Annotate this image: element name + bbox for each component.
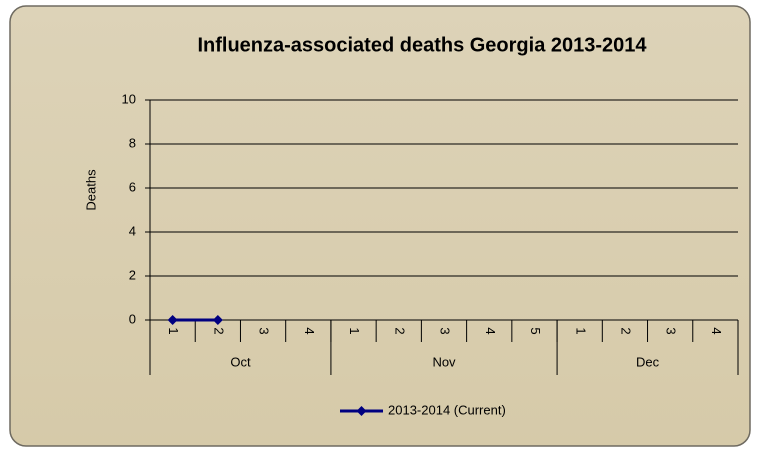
x-tick-label: 1 [573,327,588,334]
y-axis-label: Deaths [83,169,98,211]
series-marker [167,315,178,325]
y-tick-label: 0 [129,311,136,326]
y-tick-label: 6 [129,179,136,194]
y-tick-label: 2 [129,267,136,282]
x-tick-label: 1 [166,327,181,334]
legend-label: 2013-2014 (Current) [388,402,506,417]
y-tick-label: 4 [129,223,136,238]
y-tick-label: 8 [129,135,136,150]
x-tick-label: 3 [664,327,679,334]
group-label: Nov [432,354,456,369]
chart-title: Influenza-associated deaths Georgia 2013… [197,34,647,56]
series-marker [212,315,223,325]
x-tick-label: 4 [709,327,724,334]
x-tick-label: 4 [302,327,317,334]
group-label: Dec [636,354,660,369]
chart-frame [9,5,751,447]
y-tick-label: 10 [122,91,136,106]
x-tick-label: 1 [347,327,362,334]
x-tick-label: 5 [528,327,543,334]
x-tick-label: 3 [257,327,272,334]
x-tick-label: 2 [392,327,407,334]
x-tick-label: 2 [618,327,633,334]
x-tick-label: 4 [483,327,498,334]
group-label: Oct [230,354,251,369]
x-tick-label: 3 [438,327,453,334]
x-tick-label: 2 [211,327,226,334]
legend-marker [356,406,367,416]
